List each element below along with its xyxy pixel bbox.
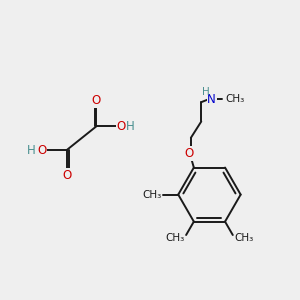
Text: H: H <box>202 87 210 97</box>
Text: H: H <box>27 143 35 157</box>
Text: CH₃: CH₃ <box>225 94 244 104</box>
Text: CH₃: CH₃ <box>165 233 184 243</box>
Text: N: N <box>207 93 216 106</box>
Text: O: O <box>38 143 47 157</box>
Text: O: O <box>185 147 194 160</box>
Text: O: O <box>116 120 126 133</box>
Text: O: O <box>62 169 71 182</box>
Text: H: H <box>126 120 135 133</box>
Text: CH₃: CH₃ <box>234 233 254 243</box>
Text: O: O <box>92 94 101 107</box>
Text: CH₃: CH₃ <box>142 190 161 200</box>
